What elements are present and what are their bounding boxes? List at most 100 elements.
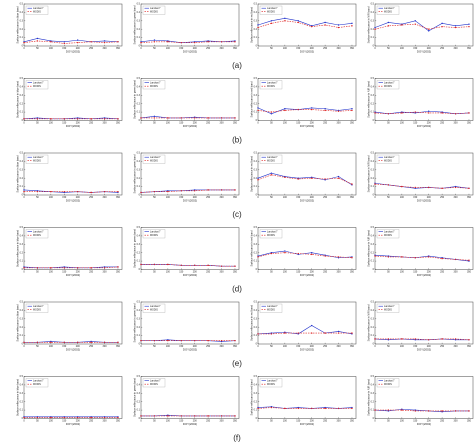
x-tick-label: 50: [387, 122, 390, 125]
x-tick-label: 250: [323, 420, 328, 423]
x-tick-label: 350: [233, 196, 238, 199]
y-tick-label: 0.1: [20, 185, 24, 188]
y-tick-label: 0.2: [254, 28, 258, 31]
y-tick-label: 0.5: [137, 226, 141, 229]
point: [63, 190, 65, 193]
y-tick-label: 0: [373, 343, 375, 346]
y-tick-label: 0.1: [137, 334, 141, 337]
point: [193, 41, 196, 44]
y-tick-label: 0.1: [20, 409, 24, 412]
y-tick-label: 0: [256, 343, 258, 346]
x-tick-label: 350: [233, 420, 238, 423]
point: [193, 415, 196, 417]
point: [207, 41, 209, 43]
point: [387, 113, 390, 115]
x-tick-label: 200: [76, 47, 81, 50]
legend-label: MODIS: [267, 383, 275, 386]
point: [153, 41, 156, 43]
point: [23, 118, 25, 120]
x-tick-label: 250: [89, 420, 94, 423]
x-tick-label: 0: [257, 196, 259, 199]
x-tick-label: 250: [440, 47, 445, 50]
point: [337, 26, 340, 29]
x-tick-label: 0: [140, 345, 142, 348]
point: [234, 415, 236, 417]
x-tick-label: 300: [454, 420, 459, 423]
series-line: [374, 23, 469, 30]
y-tick-label: 0.3: [371, 392, 375, 395]
point: [180, 41, 182, 44]
point: [257, 109, 259, 112]
x-tick-label: 350: [467, 196, 472, 199]
x-tick-label: 50: [270, 47, 273, 50]
x-axis-label: DOY(2002): [66, 348, 80, 352]
y-tick-label: 0: [256, 268, 258, 271]
legend-box: [25, 229, 49, 239]
point: [337, 110, 340, 112]
series-line: [257, 172, 353, 186]
x-tick-label: 100: [400, 271, 405, 274]
y-tick-label: 0: [373, 194, 375, 197]
point: [324, 255, 326, 257]
x-tick-label: 150: [296, 47, 301, 50]
point: [117, 118, 119, 120]
x-tick-label: 350: [116, 47, 121, 50]
point: [468, 410, 470, 412]
x-tick-label: 150: [296, 196, 301, 199]
point: [140, 339, 142, 342]
x-tick-label: 250: [440, 196, 445, 199]
x-tick-label: 0: [374, 122, 376, 125]
legend-box: [259, 378, 283, 388]
point: [454, 186, 457, 189]
y-tick-label: 0.4: [254, 86, 258, 89]
point: [220, 41, 223, 43]
x-tick-label: 50: [153, 345, 156, 348]
legend-box: [376, 303, 400, 313]
y-tick-label: 0.3: [137, 392, 141, 395]
y-tick-label: 0.1: [254, 409, 258, 412]
point: [193, 190, 196, 192]
point: [167, 415, 169, 417]
point: [297, 21, 299, 24]
point: [140, 191, 142, 194]
x-axis-label: DOY(2002): [417, 199, 431, 203]
point: [374, 26, 376, 29]
point: [351, 109, 353, 112]
legend-label: Landsat 7: [150, 81, 161, 84]
point: [257, 179, 259, 181]
point: [36, 190, 39, 193]
y-tick-label: 0.2: [371, 102, 375, 105]
point: [63, 42, 65, 45]
x-tick-label: 150: [179, 345, 184, 348]
legend-label: Landsat 7: [150, 379, 161, 382]
y-tick-label: 0.4: [254, 309, 258, 312]
y-tick-label: 0.1: [137, 36, 141, 39]
y-tick-label: 0.5: [371, 301, 375, 304]
x-tick-label: 250: [440, 122, 445, 125]
y-tick-label: 0.4: [371, 235, 375, 238]
point: [90, 416, 92, 419]
point: [23, 267, 25, 269]
y-tick-label: 0.2: [20, 400, 24, 403]
x-tick-label: 300: [220, 271, 225, 274]
series-line: [23, 117, 118, 120]
legend-label: MODIS: [384, 234, 392, 237]
y-tick-label: 0.4: [20, 11, 24, 14]
point: [76, 267, 79, 269]
y-tick-label: 0.4: [20, 235, 24, 238]
point: [257, 177, 259, 179]
y-tick-label: 0: [22, 194, 24, 197]
x-tick-label: 200: [76, 345, 81, 348]
x-tick-label: 350: [350, 196, 355, 199]
point: [310, 107, 313, 109]
point: [76, 341, 79, 344]
point: [310, 253, 313, 256]
point: [441, 25, 443, 28]
x-tick-label: 300: [103, 420, 108, 423]
legend-label: Landsat 7: [33, 305, 44, 308]
point: [76, 118, 79, 120]
point: [441, 338, 443, 340]
point: [257, 407, 259, 410]
x-tick-label: 300: [103, 47, 108, 50]
x-tick-label: 150: [413, 122, 418, 125]
